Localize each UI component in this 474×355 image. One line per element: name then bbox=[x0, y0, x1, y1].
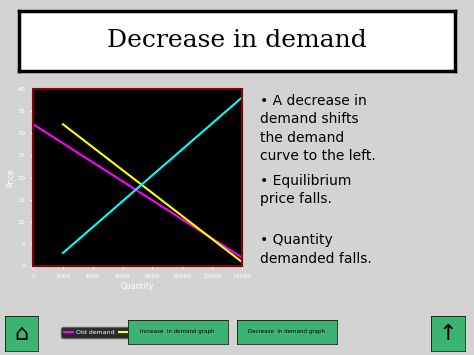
Text: • A decrease in
demand shifts
the demand
curve to the left.: • A decrease in demand shifts the demand… bbox=[260, 94, 376, 163]
Text: Increase  in demand graph: Increase in demand graph bbox=[140, 329, 215, 334]
Text: ⌂: ⌂ bbox=[14, 324, 28, 344]
Text: Decrease  in demand graph: Decrease in demand graph bbox=[248, 329, 325, 334]
Text: Decrease in demand: Decrease in demand bbox=[107, 29, 367, 52]
Text: ↑: ↑ bbox=[438, 324, 457, 344]
Text: • Equilibrium
price falls.: • Equilibrium price falls. bbox=[260, 174, 352, 206]
X-axis label: Quantity: Quantity bbox=[121, 282, 154, 291]
Text: • Quantity
demanded falls.: • Quantity demanded falls. bbox=[260, 233, 372, 266]
Y-axis label: Price: Price bbox=[6, 168, 15, 187]
Legend: Old demand, New demand, Supply: Old demand, New demand, Supply bbox=[61, 327, 214, 338]
